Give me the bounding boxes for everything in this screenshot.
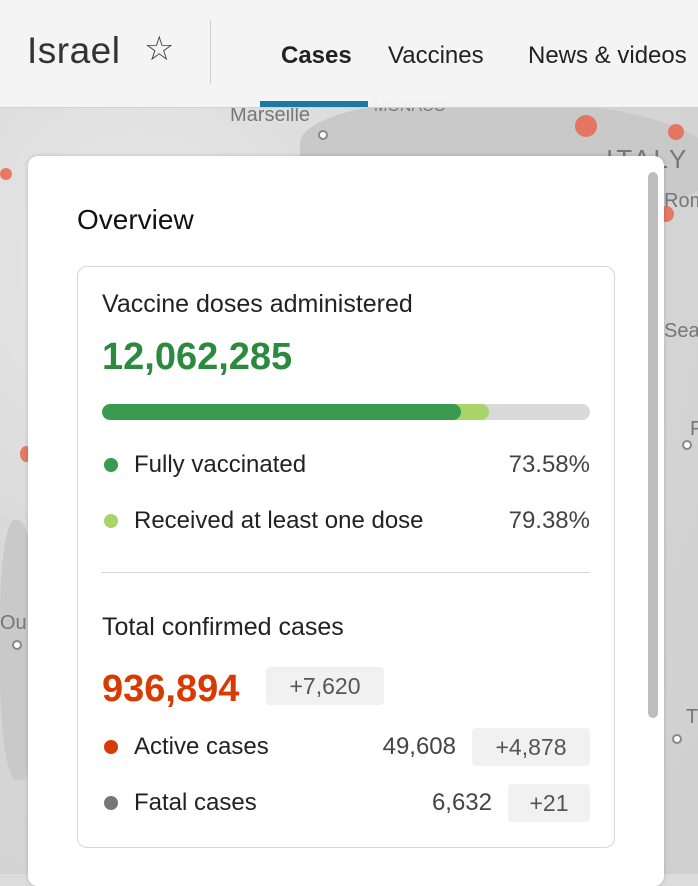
at-least-one-dose-label: Received at least one dose [134,507,424,534]
confirmed-cases-total: 936,894 [102,668,240,710]
map-case-hotspot[interactable] [0,168,12,180]
fatal-cases-label: Fatal cases [134,789,257,816]
at-least-one-dose-legend-dot [104,514,118,528]
active-cases-label: Active cases [134,733,269,760]
vaccination-progress-bar [102,404,590,420]
active-cases-legend-dot [104,740,118,754]
progress-fully-vaccinated [102,404,462,420]
cases-section-title: Total confirmed cases [102,613,344,641]
confirmed-cases-delta: +7,620 [266,667,384,705]
fully-vaccinated-value: 73.58% [508,451,590,478]
tab-vaccines[interactable]: Vaccines [388,42,484,69]
active-cases-delta: +4,878 [472,728,590,766]
map-label: T [686,706,698,728]
tab-news-videos[interactable]: News & videos [528,42,687,69]
fully-vaccinated-label: Fully vaccinated [134,451,307,478]
top-header: Israel ☆ Cases Vaccines News & videos [0,0,698,108]
active-cases-value: 49,608 [382,733,456,760]
map-label: Sea [664,320,698,342]
fatal-cases-value: 6,632 [431,789,492,816]
map-city-dot [318,130,328,140]
map-case-hotspot[interactable] [575,115,597,137]
map-label: Ou [0,612,27,634]
star-outline-icon[interactable]: ☆ [144,30,175,68]
active-tab-indicator [260,101,368,107]
map-case-hotspot[interactable] [668,124,684,140]
map-city-dot [12,640,22,650]
overview-title: Overview [77,204,194,235]
vaccine-doses-total: 12,062,285 [102,336,293,378]
map-city-dot [682,440,692,450]
tab-cases[interactable]: Cases [281,42,352,69]
country-title: Israel [27,30,121,71]
map-city-dot [672,734,682,744]
fatal-cases-legend-dot [104,796,118,810]
map-label: Marseille [230,104,311,126]
panel-scrollbar[interactable] [648,172,658,718]
fatal-cases-delta: +21 [508,784,590,822]
at-least-one-dose-value: 79.38% [508,507,590,534]
vaccine-section-title: Vaccine doses administered [102,290,413,318]
section-divider [102,572,590,573]
map-label: Rom [664,190,698,212]
fully-vaccinated-legend-dot [104,458,118,472]
header-divider [210,20,211,84]
map-label: F [690,418,698,440]
